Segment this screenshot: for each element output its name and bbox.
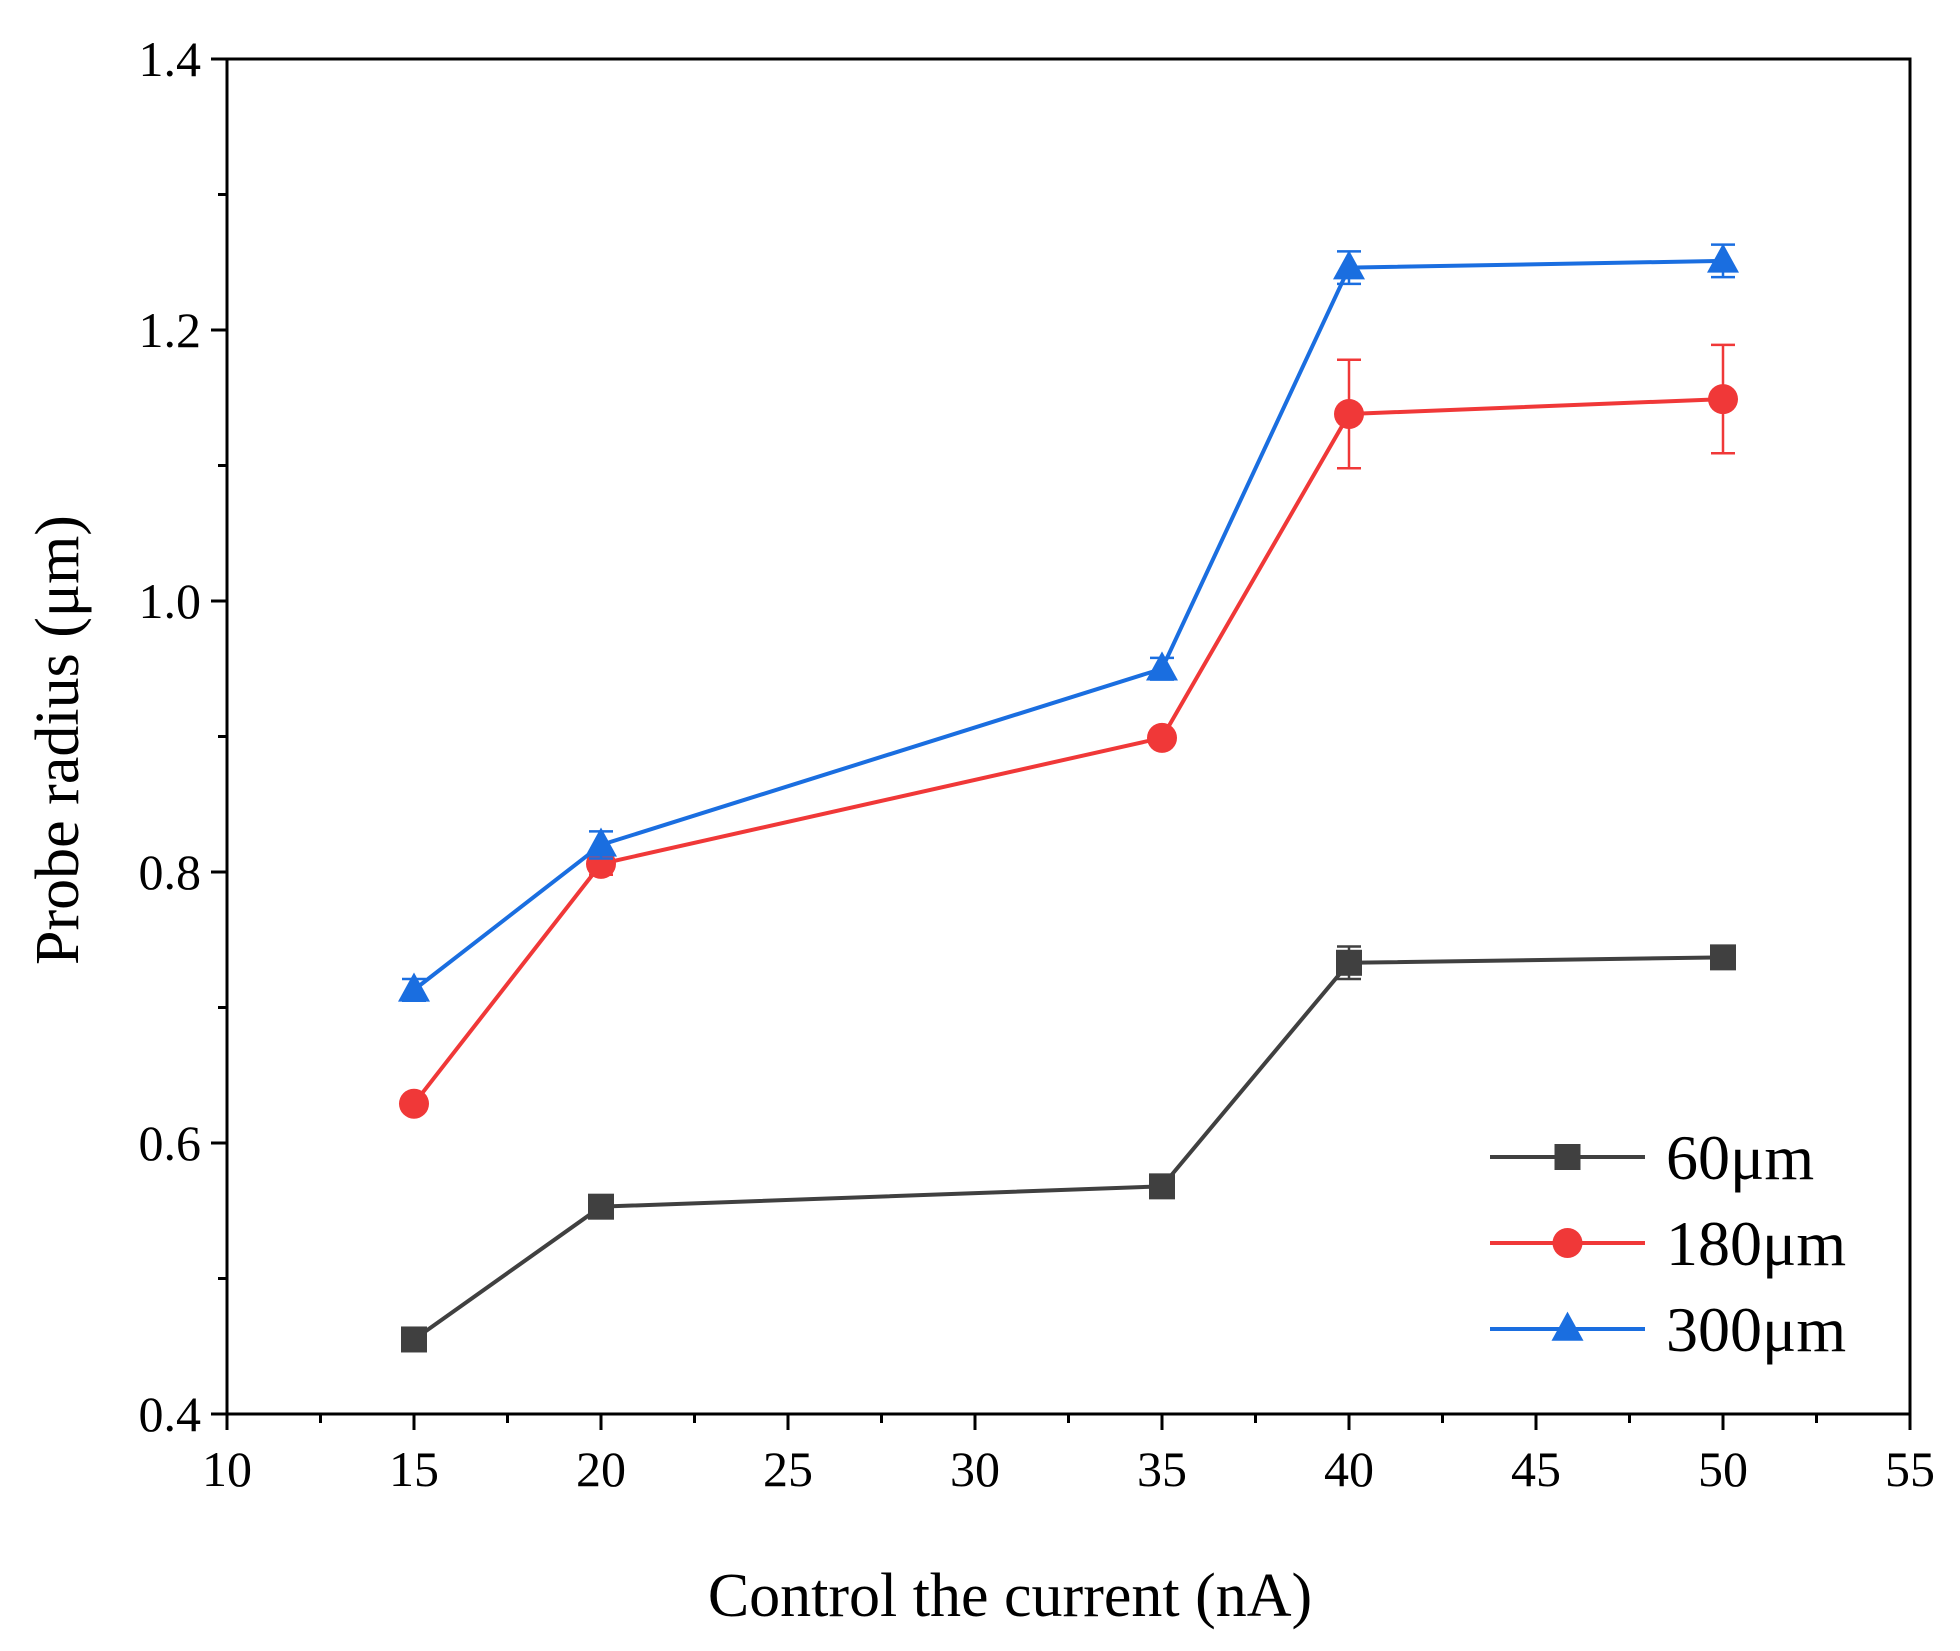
legend-marker xyxy=(1554,1144,1581,1170)
x-tick-label: 20 xyxy=(576,1441,626,1497)
legend-label: 180μm xyxy=(1666,1208,1846,1279)
legend-entry-300m: 300μm xyxy=(1490,1294,1846,1365)
x-tick-label: 25 xyxy=(763,1441,813,1497)
data-point xyxy=(1333,250,1365,280)
axes-group: 10 15 20 25 30 35 40 45 50 55 0.4 0.6 0.8 1.0 1.2 1.4 xyxy=(139,31,1936,1497)
y-tick-label: 1.2 xyxy=(139,302,202,358)
legend: 60μm 180μm 300μm xyxy=(1490,1122,1846,1365)
data-point xyxy=(1147,722,1177,753)
y-tick-label: 1.0 xyxy=(139,573,202,629)
legend-entry-180m: 180μm xyxy=(1490,1208,1846,1279)
legend-label: 300μm xyxy=(1666,1294,1846,1365)
data-point xyxy=(399,1088,429,1119)
y-axis-title: Probe radius (μm) xyxy=(24,515,92,965)
data-point xyxy=(398,972,430,1002)
x-tick-label: 45 xyxy=(1511,1441,1561,1497)
data-point xyxy=(1708,384,1738,415)
y-tick-label: 1.4 xyxy=(139,31,202,87)
series-300m xyxy=(398,243,1739,1002)
data-point xyxy=(401,1326,427,1353)
data-point xyxy=(1146,651,1178,681)
legend-marker xyxy=(1552,1228,1583,1258)
series-line-60m xyxy=(412,955,1724,1342)
legend-entry-60m: 60μm xyxy=(1490,1122,1814,1193)
series-group xyxy=(398,243,1739,1353)
series-line-300m xyxy=(412,258,1724,992)
series-180m xyxy=(399,343,1738,1119)
legend-label: 60μm xyxy=(1666,1122,1814,1193)
x-tick-label: 40 xyxy=(1324,1441,1374,1497)
x-tick-label: 50 xyxy=(1698,1441,1748,1497)
data-point xyxy=(1334,399,1364,430)
x-tick-label: 35 xyxy=(1137,1441,1187,1497)
data-point xyxy=(588,1193,614,1220)
series-line-180m xyxy=(412,397,1724,1105)
series-60m xyxy=(401,944,1736,1353)
x-tick-label: 30 xyxy=(950,1441,1000,1497)
x-tick-label: 55 xyxy=(1885,1441,1935,1497)
x-tick-label: 15 xyxy=(389,1441,439,1497)
y-tick-label: 0.6 xyxy=(139,1115,202,1171)
data-point xyxy=(1149,1173,1175,1200)
data-point xyxy=(1710,944,1736,971)
data-point xyxy=(1336,949,1362,976)
x-axis-title: Control the current (nA) xyxy=(708,1562,1312,1630)
y-tick-label: 0.8 xyxy=(139,844,202,900)
y-tick-label: 0.4 xyxy=(139,1386,202,1442)
data-point xyxy=(585,827,617,857)
legend-marker xyxy=(1551,1311,1584,1341)
data-point xyxy=(1707,243,1739,273)
x-tick-label: 10 xyxy=(202,1441,252,1497)
